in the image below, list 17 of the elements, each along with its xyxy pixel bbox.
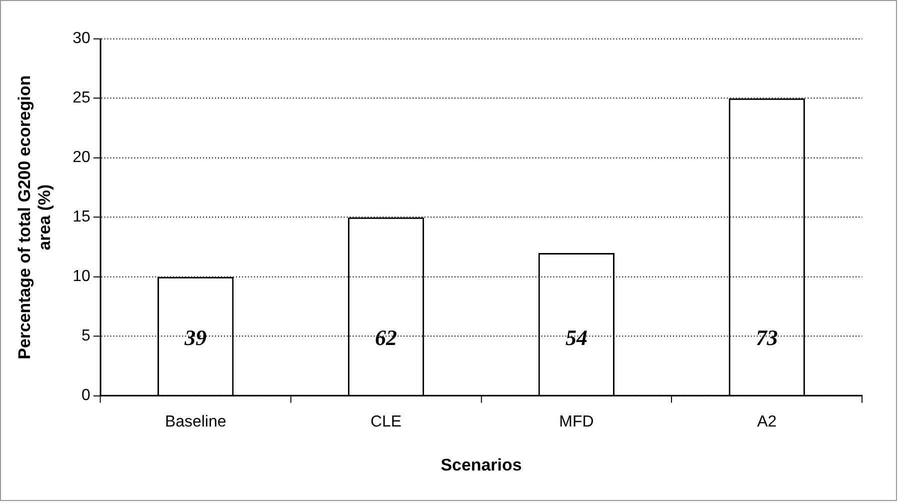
x-tick-label: CLE <box>370 414 402 431</box>
annotation: 73 <box>756 325 778 350</box>
y-tick-label: 5 <box>82 328 91 345</box>
x-tick-label: Baseline <box>164 414 226 431</box>
x-tick-label: A2 <box>757 414 777 431</box>
y-tick-label: 30 <box>72 30 91 48</box>
y-tick-label: 25 <box>72 90 91 107</box>
y-tick-label: 20 <box>72 149 91 166</box>
y-tick-label: 10 <box>72 268 91 286</box>
y-tick-label: 15 <box>72 208 91 226</box>
annotation: 54 <box>565 325 588 350</box>
y-axis-title: Percentage of total G200 ecoregion area (%) <box>14 75 54 360</box>
x-tick-label: MFD <box>559 414 594 431</box>
annotation: 62 <box>375 325 398 350</box>
y-tick-label: 0 <box>82 387 91 404</box>
x-axis-title: Scenarios <box>440 456 522 475</box>
annotation: 39 <box>184 325 207 350</box>
